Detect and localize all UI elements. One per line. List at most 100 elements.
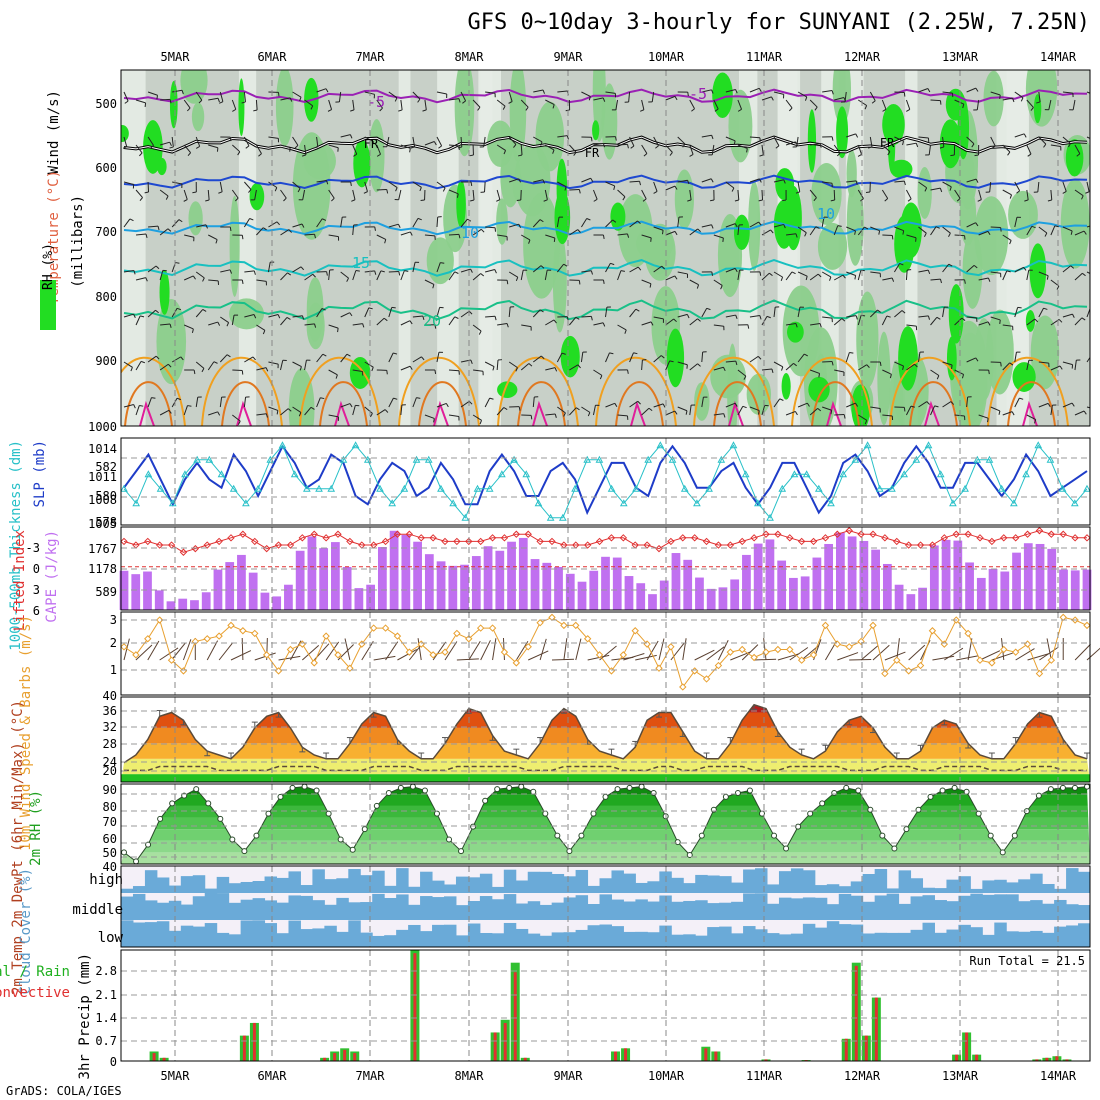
cloud-cell [384, 897, 397, 920]
rh-point [963, 788, 970, 795]
wind-barb-flag [660, 355, 665, 359]
wind-barb-flag [384, 409, 389, 413]
wind-barb [761, 368, 772, 371]
wind-barb-flag [193, 369, 196, 375]
thickness-point [924, 441, 933, 449]
wind-barb-flag [283, 197, 287, 202]
contour-25 [693, 356, 775, 426]
thickness-point [741, 470, 750, 478]
wind-barb-flag [215, 239, 218, 244]
wind-barb [942, 226, 951, 234]
contour-35 [532, 400, 548, 426]
wind-barb [665, 185, 676, 191]
wind-barb-flag [903, 407, 906, 412]
precip-convective-bar [844, 1038, 848, 1061]
wind-barb [520, 99, 529, 108]
li-point [346, 537, 354, 546]
wind-barb [219, 181, 223, 192]
wind-barb [1039, 647, 1058, 661]
wind-barb-flag [229, 226, 232, 232]
wind-barb [1086, 406, 1090, 409]
wind-barb [930, 405, 936, 416]
cape-bar [401, 534, 411, 610]
wind-barb [569, 364, 579, 371]
wind-barb-flag [637, 266, 642, 271]
wind-barb-flag [841, 318, 846, 322]
cape-bar [436, 561, 446, 610]
wind-barb [870, 226, 880, 232]
wind-barb-flag [814, 106, 818, 111]
wind-barb-flag [882, 108, 887, 112]
wind-barb [1062, 265, 1072, 273]
wind-barb [256, 279, 267, 282]
wind-barb-flag [249, 218, 254, 221]
cloud-cell [384, 885, 397, 893]
contour-25 [987, 356, 1069, 426]
wind-barb [906, 142, 917, 146]
cape-bar [730, 579, 740, 610]
wind-barb [651, 91, 655, 102]
rh-saturated-blob [946, 336, 957, 381]
rh-point [999, 849, 1006, 856]
panel-frame [120, 69, 1091, 427]
wind-barb-flag [1020, 97, 1024, 102]
contour-35 [728, 400, 744, 426]
cloud-cell [814, 897, 828, 920]
rh-saturated-blob [610, 202, 626, 231]
wind-barb [641, 189, 647, 200]
wind-barb [472, 414, 482, 421]
wind-barb [472, 324, 482, 332]
wind-barb-flag [432, 284, 435, 289]
wind-barb [456, 658, 479, 661]
wind-speed-point [702, 675, 711, 683]
wind-barb [388, 91, 398, 99]
thickness-point [181, 470, 189, 478]
wind-barb-flag [857, 154, 862, 157]
tick-label: 3 [33, 583, 40, 597]
wind-barb [220, 269, 231, 273]
cloud-cell [850, 881, 864, 893]
wind-barb [689, 279, 699, 286]
wind-barb [1062, 91, 1073, 94]
cape-bar [965, 562, 974, 610]
rh2m-panel [121, 784, 1090, 864]
wind-barb [605, 307, 608, 318]
wind-barb-flag [602, 97, 606, 102]
wind-barb [617, 324, 627, 331]
wind-barb [860, 645, 879, 661]
wind-barb [773, 361, 784, 368]
cloud-cell [695, 874, 708, 893]
wind-barb [569, 144, 577, 153]
wind-barb [930, 187, 941, 191]
cape-bar [272, 596, 282, 610]
wind-barb-flag [590, 137, 593, 142]
thickness-point [278, 441, 287, 449]
wind-barb-flag [735, 360, 738, 366]
wind-barb [893, 263, 901, 273]
rh-point [734, 790, 741, 797]
wind-barb [1062, 313, 1073, 318]
wind-barb [978, 414, 989, 419]
wind-barb [954, 99, 964, 105]
cloud-cell [623, 873, 636, 893]
wind-barb [243, 397, 247, 408]
wind-barb [761, 272, 770, 281]
wind-barb-flag [769, 272, 773, 277]
wind-barb [1074, 144, 1081, 154]
wind-barb [930, 226, 937, 236]
cape-bar [765, 539, 775, 610]
wind-barb [665, 230, 676, 236]
cloud-cell [862, 933, 876, 947]
axis-title: 2m Temp 2m DewPt (6hr Min/Max) (°C) [10, 700, 26, 995]
wind-barb [773, 223, 784, 228]
panel-frame [120, 611, 1091, 696]
rh-point [698, 832, 705, 839]
thickness-point [290, 470, 299, 478]
wind-barb-flag [674, 185, 678, 190]
rh-point [446, 836, 453, 843]
wind-barb [615, 99, 619, 110]
wind-barb [448, 233, 460, 236]
wind-barb-flag [417, 98, 421, 103]
contour-35 [924, 400, 940, 426]
cape-bar [577, 581, 587, 610]
